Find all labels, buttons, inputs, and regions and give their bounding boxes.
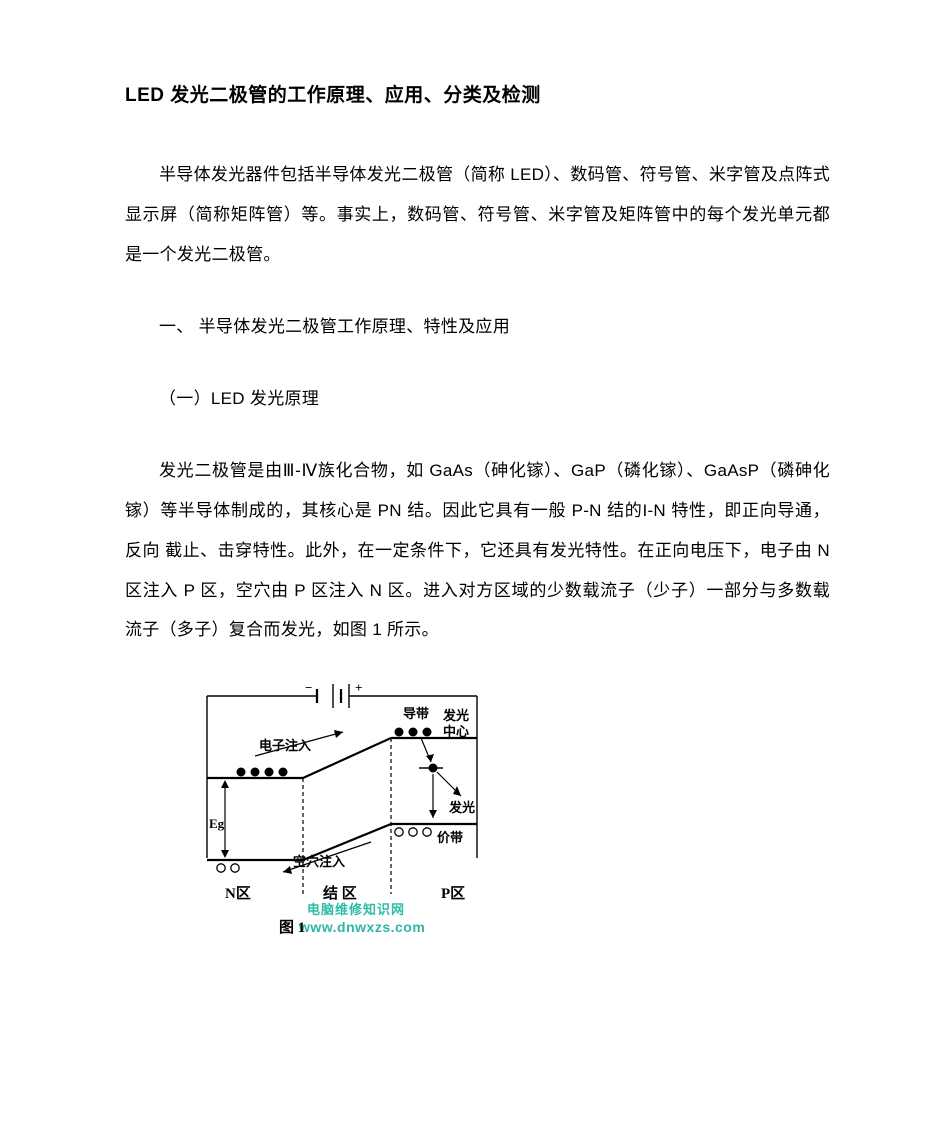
- intro-paragraph: 半导体发光器件包括半导体发光二极管（简称 LED）、数码管、符号管、米字管及点阵…: [125, 155, 830, 275]
- figure-1: − +: [185, 682, 490, 954]
- label-n-region: N区: [225, 885, 251, 902]
- document-title: LED 发光二极管的工作原理、应用、分类及检测: [125, 80, 830, 107]
- label-p-region: P区: [441, 885, 465, 902]
- label-emission-center-2: 中心: [443, 724, 469, 739]
- label-eg: Eg: [209, 816, 225, 831]
- label-emission: 发光: [448, 800, 475, 815]
- label-junction-region: 结 区: [323, 884, 357, 902]
- figure-number: 图 1: [279, 919, 305, 936]
- label-conduction-band: 导带: [403, 706, 429, 721]
- label-hole-injection: 空穴注入: [293, 854, 345, 869]
- body-paragraph: 发光二极管是由Ⅲ-Ⅳ族化合物，如 GaAs（砷化镓）、GaP（磷化镓）、GaAs…: [125, 451, 830, 651]
- label-electron-injection: 电子注入: [259, 738, 311, 753]
- section-heading-1: 一、 半导体发光二极管工作原理、特性及应用: [125, 307, 830, 347]
- document-page: LED 发光二极管的工作原理、应用、分类及检测 半导体发光器件包括半导体发光二极…: [0, 0, 945, 1123]
- watermark-line1: 电脑维修知识网: [307, 902, 405, 917]
- pn-junction-diagram: − +: [185, 682, 490, 954]
- label-valence-band: 价带: [437, 830, 463, 845]
- section-heading-2: （一）LED 发光原理: [125, 379, 830, 419]
- battery-plus-label: +: [355, 682, 362, 695]
- watermark-line2: www.dnwxzs.com: [298, 919, 425, 935]
- label-emission-center-1: 发光: [442, 708, 469, 723]
- battery-minus-label: −: [305, 682, 312, 695]
